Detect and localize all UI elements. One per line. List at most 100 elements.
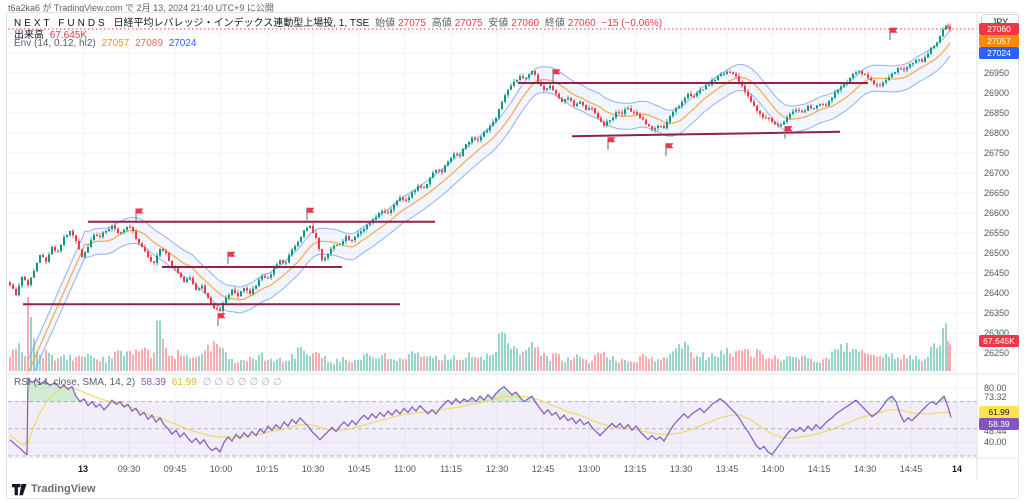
flag-marker-icon[interactable] — [607, 137, 616, 150]
axis-price-badge: 61.99 — [979, 406, 1019, 419]
time-tick-label: 14:15 — [807, 464, 831, 474]
price-axis[interactable]: JPY 26950 26900 26850 26800 26750 26700 26650 2… — [978, 12, 1023, 458]
low-value: 27060 — [511, 18, 540, 29]
time-axis[interactable]: 13 09:30 09:45 10:00 10:15 10:30 10:45 11:00 11:… — [0, 458, 1024, 480]
time-tick-label: 09:45 — [163, 464, 187, 474]
low-label: 安値 — [488, 18, 509, 29]
empty-value-icon: ∅ — [249, 377, 259, 388]
time-tick-label: 11:00 — [394, 464, 416, 474]
time-tick-label: 10:45 — [347, 464, 371, 474]
time-tick-label: 11:15 — [440, 464, 462, 474]
grid — [8, 12, 977, 458]
flag-marker-icon[interactable] — [217, 313, 226, 326]
axis-price-badge: 27060 — [979, 23, 1019, 35]
high-label: 高値 — [431, 18, 452, 29]
envelope-upper-value: 27089 — [135, 38, 163, 49]
time-tick-label: 10:00 — [209, 464, 233, 474]
time-tick-label: 14:00 — [761, 464, 785, 474]
volume-value: 67.645K — [49, 30, 88, 41]
flag-marker-icon[interactable] — [552, 69, 561, 82]
rsi-tick-label: 80.00 — [984, 383, 1007, 393]
rsi-line — [9, 377, 952, 456]
rsi-sma-value: 61.99 — [171, 377, 197, 388]
time-tick-label: 14:30 — [853, 464, 877, 474]
flag-marks[interactable] — [135, 27, 898, 326]
volume-header[interactable]: 出来高 67.645K — [14, 26, 90, 41]
time-tick-label: 13:30 — [669, 464, 693, 474]
price-tick-label: 26650 — [984, 188, 1010, 198]
symbol-name-latin: NEXT FUNDS — [14, 18, 108, 29]
envelope-lower-value: 27024 — [168, 38, 197, 49]
open-value: 27075 — [398, 18, 426, 29]
price-tick-label: 26350 — [984, 308, 1010, 318]
rsi-value: 58.39 — [140, 377, 166, 388]
open-label: 始値 — [375, 18, 396, 29]
flag-marker-icon[interactable] — [784, 126, 793, 139]
price-tick-label: 26900 — [984, 88, 1010, 98]
price-tick-label: 26800 — [984, 128, 1010, 138]
time-tick-label: 13:15 — [623, 464, 647, 474]
price-tick-label: 26700 — [984, 168, 1010, 178]
trend-lines[interactable] — [23, 82, 868, 306]
flag-marker-icon[interactable] — [889, 27, 898, 41]
time-tick-label: 14 — [951, 464, 962, 474]
publish-info: t6a2ka6 が TradingView.com で 2月 13, 2024 … — [8, 3, 274, 13]
empty-value-icon: ∅ — [261, 377, 270, 388]
price-tick-label: 26850 — [984, 108, 1010, 118]
time-tick-label: 13 — [77, 464, 88, 474]
rsi-hidden-values: ∅ ∅ ∅ ∅ ∅ ∅ ∅ — [203, 377, 285, 388]
empty-value-icon: ∅ — [272, 377, 282, 388]
price-tick-label: 26450 — [984, 268, 1010, 278]
empty-value-icon: ∅ — [214, 377, 224, 388]
change-value: −15 (−0.06%) — [601, 18, 663, 29]
time-tick-label: 12:45 — [531, 464, 555, 474]
close-value: 27060 — [567, 18, 596, 29]
price-tick-label: 26400 — [984, 288, 1010, 298]
attribution[interactable]: TradingView — [12, 482, 96, 496]
time-tick-label: 10:30 — [301, 464, 325, 474]
axis-price-badge: 58.39 — [979, 418, 1019, 431]
envelope-header[interactable]: Env (14, 0.12, hl2) 27057 27089 27024 — [14, 38, 200, 49]
empty-value-icon: ∅ — [226, 377, 235, 388]
rsi-tick-label: 40.00 — [984, 437, 1007, 448]
envelope-label: Env (14, 0.12, hl2) — [14, 38, 96, 49]
rsi-header[interactable]: RSI (14, close, SMA, 14, 2) 58.39 61.99 … — [14, 377, 288, 388]
flag-marker-icon[interactable] — [227, 251, 236, 265]
axis-price-badge: 27057 — [979, 35, 1019, 47]
flag-marker-icon[interactable] — [306, 207, 315, 221]
time-tick-label: 10:15 — [255, 464, 279, 474]
price-tick-label: 26550 — [984, 228, 1010, 238]
rsi-tick-label: 73.32 — [984, 392, 1007, 403]
envelope-basis-value: 27057 — [101, 38, 130, 49]
volume-label: 出来高 — [14, 30, 44, 41]
price-tick-label: 26600 — [984, 208, 1010, 218]
flag-marker-icon[interactable] — [135, 208, 144, 222]
trend-line[interactable] — [571, 130, 841, 138]
price-tick-label: 26250 — [984, 348, 1010, 358]
symbol-header[interactable]: NEXT FUNDS 日経平均レバレッジ・インデックス連動型上場投, 1, TS… — [14, 14, 665, 29]
flag-marker-icon[interactable] — [665, 143, 674, 156]
price-tick-label: 26300 — [984, 328, 1010, 338]
volume-series[interactable] — [9, 297, 951, 371]
rsi-tick-label: 48.44 — [984, 425, 1007, 436]
time-tick-label: 13:45 — [715, 464, 739, 474]
close-label: 終値 — [544, 18, 565, 29]
high-value: 27075 — [454, 18, 483, 29]
rsi-sma-line — [9, 387, 951, 446]
candlestick-series[interactable] — [9, 23, 951, 314]
time-tick-label: 13:00 — [577, 464, 601, 474]
empty-value-icon: ∅ — [237, 377, 247, 388]
time-tick-label: 14:45 — [899, 464, 923, 474]
empty-value-icon: ∅ — [202, 377, 212, 388]
price-tick-label: 26950 — [984, 68, 1010, 78]
symbol-name: 日経平均レバレッジ・インデックス連動型上場投, 1, TSE — [113, 18, 370, 29]
axis-price-badge: 67.645K — [979, 335, 1019, 347]
time-tick-label: 09:30 — [117, 464, 141, 474]
price-tick-label: 26500 — [984, 248, 1010, 258]
rsi-label: RSI (14, close, SMA, 14, 2) — [14, 377, 136, 388]
axis-price-badge: 27024 — [979, 47, 1019, 59]
tradingview-brand-text: TradingView — [31, 483, 96, 495]
tradingview-logo-icon — [12, 484, 27, 496]
rsi-indicator[interactable] — [9, 377, 952, 456]
